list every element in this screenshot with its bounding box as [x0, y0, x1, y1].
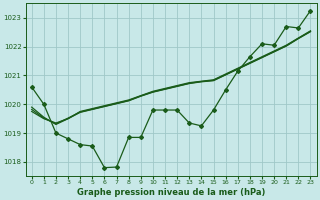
- X-axis label: Graphe pression niveau de la mer (hPa): Graphe pression niveau de la mer (hPa): [77, 188, 265, 197]
